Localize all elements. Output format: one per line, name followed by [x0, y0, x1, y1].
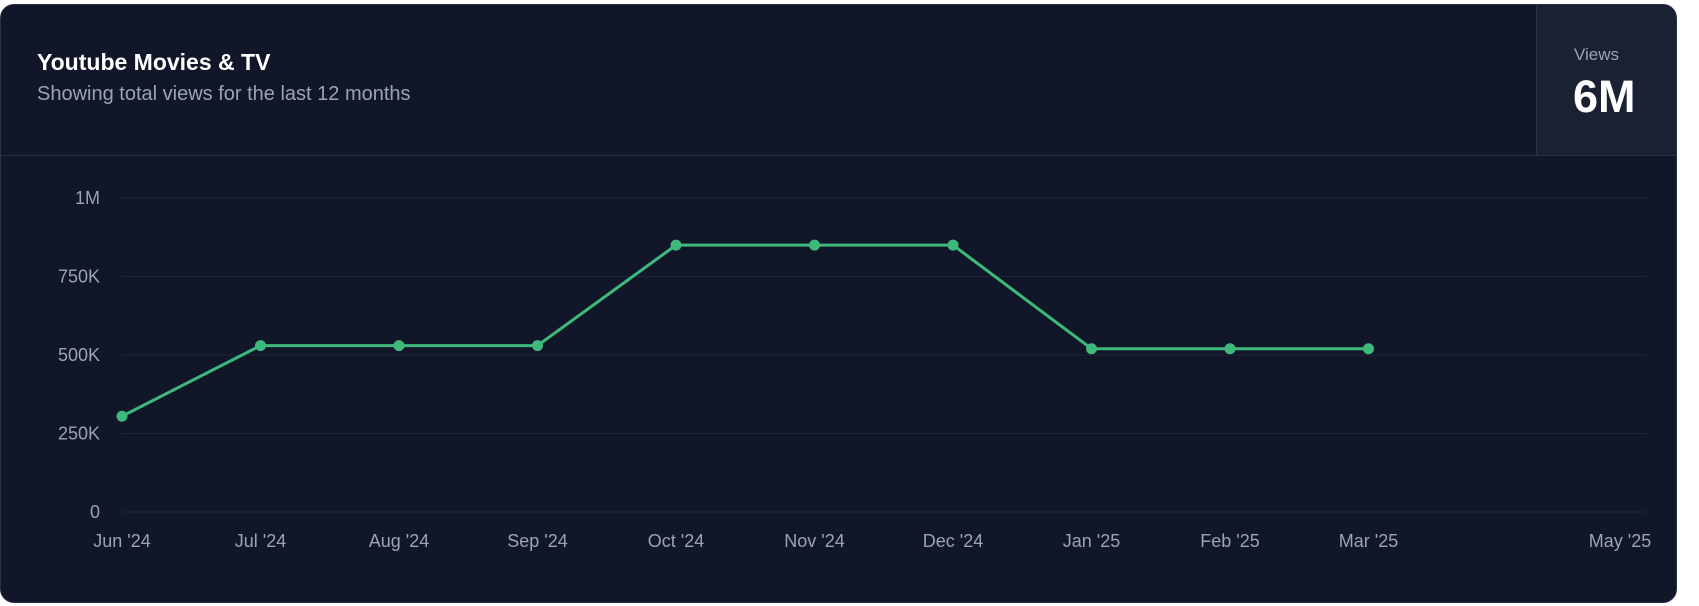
data-point [116, 410, 128, 422]
views-stat-value: 6M [1573, 71, 1636, 122]
data-point [255, 340, 266, 352]
chart-card: Youtube Movies & TV Showing total views … [0, 4, 1677, 603]
x-tick-label: Jul '24 [235, 531, 286, 551]
views-stat-label: Views [1574, 45, 1620, 64]
card-subtitle: Showing total views for the last 12 mont… [37, 83, 411, 105]
data-point [947, 239, 959, 251]
x-tick-label: Jun '24 [93, 531, 150, 551]
data-point [670, 239, 682, 251]
y-tick-label: 1M [75, 188, 100, 208]
y-tick-label: 750K [58, 267, 100, 287]
x-tick-label: Nov '24 [784, 531, 844, 551]
x-tick-label: Feb '25 [1200, 531, 1259, 551]
data-point [809, 239, 820, 251]
x-tick-label: Oct '24 [648, 531, 704, 551]
x-tick-label: Mar '25 [1339, 531, 1398, 551]
data-point [1224, 343, 1236, 355]
data-point [1363, 343, 1374, 355]
x-tick-label: May '25 [1589, 531, 1651, 551]
x-tick-label: Dec '24 [923, 531, 983, 551]
x-tick-label: Aug '24 [369, 531, 430, 551]
y-tick-label: 0 [90, 502, 100, 522]
views-stat: Views 6M [1536, 5, 1676, 155]
y-tick-label: 500K [58, 345, 100, 365]
data-point [393, 340, 405, 352]
y-tick-label: 250K [58, 424, 100, 444]
data-point [532, 340, 543, 352]
data-point [1086, 343, 1097, 355]
x-tick-label: Jan '25 [1063, 531, 1120, 551]
x-tick-label: Sep '24 [507, 531, 568, 551]
series-line [121, 243, 1369, 418]
card-header: Youtube Movies & TV Showing total views … [1, 5, 1676, 156]
card-title: Youtube Movies & TV [37, 49, 271, 75]
